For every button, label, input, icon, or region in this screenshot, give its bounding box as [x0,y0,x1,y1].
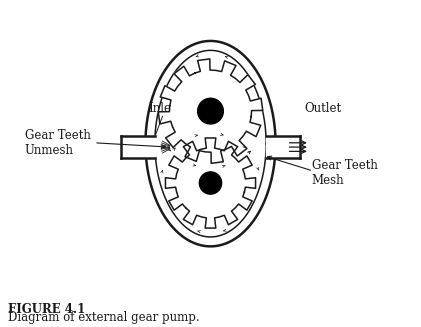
Text: Outlet: Outlet [305,102,342,115]
Circle shape [198,98,223,124]
Polygon shape [144,134,157,160]
Text: Diagram of external gear pump.: Diagram of external gear pump. [8,311,200,324]
Text: Inlet: Inlet [149,102,176,115]
Polygon shape [266,136,299,158]
Text: Gear Teeth
Unmesh: Gear Teeth Unmesh [25,129,91,157]
Polygon shape [155,50,266,237]
Polygon shape [145,41,276,246]
Polygon shape [165,138,256,228]
Polygon shape [122,136,155,158]
Circle shape [200,172,221,194]
Text: FIGURE 4.1: FIGURE 4.1 [8,302,85,316]
Polygon shape [264,134,277,160]
Text: Gear Teeth
Mesh: Gear Teeth Mesh [312,159,377,187]
Polygon shape [158,59,263,163]
